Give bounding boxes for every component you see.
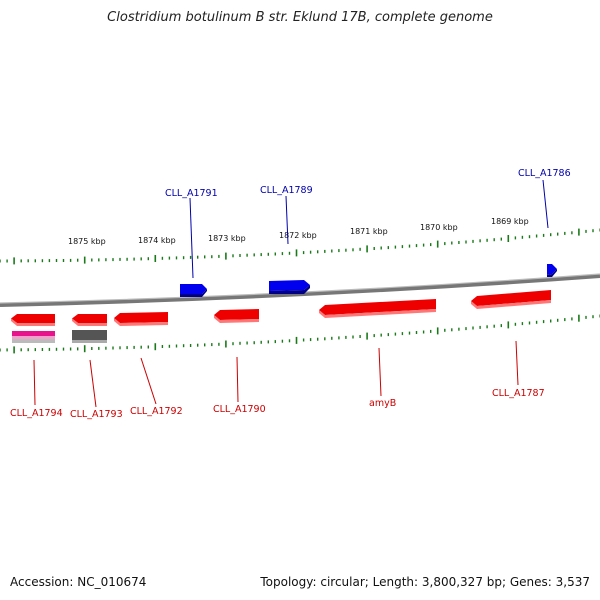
callout-line	[236, 356, 239, 403]
scale-label: 1871 kbp	[350, 227, 388, 236]
scale-label: 1872 kbp	[279, 231, 317, 240]
callout-line	[189, 197, 194, 279]
gene-label[interactable]: CLL_A1793	[70, 409, 123, 420]
gene-label[interactable]: CLL_A1792	[130, 406, 183, 417]
genome-backbone	[0, 274, 600, 307]
callout-line	[378, 347, 382, 397]
scale-label: 1873 kbp	[208, 234, 246, 243]
gene-label[interactable]: amyB	[369, 398, 396, 409]
callout-line	[515, 340, 519, 386]
gene-label[interactable]: CLL_A1790	[213, 404, 266, 415]
gene-label[interactable]: CLL_A1787	[492, 388, 545, 399]
reverse-gene[interactable]	[319, 299, 436, 318]
callout-line	[285, 195, 289, 245]
upper-tick-track	[0, 228, 600, 265]
scale-label: 1869 kbp	[491, 217, 529, 226]
forward-gene[interactable]	[269, 280, 310, 294]
reverse-gene[interactable]	[114, 312, 168, 326]
callout-line	[89, 359, 97, 408]
gene-label[interactable]: CLL_A1794	[10, 408, 63, 419]
lower-tick-track	[0, 314, 600, 354]
page-title: Clostridium botulinum B str. Eklund 17B,…	[107, 10, 493, 25]
other-feature[interactable]	[72, 330, 107, 343]
reverse-gene[interactable]	[11, 314, 55, 326]
forward-gene[interactable]	[547, 264, 557, 277]
scale-label: 1875 kbp	[68, 237, 106, 246]
reverse-gene[interactable]	[214, 309, 259, 323]
callout-line	[140, 357, 157, 405]
scale-label: 1870 kbp	[420, 223, 458, 232]
callout-line	[33, 359, 36, 406]
gene-label[interactable]: CLL_A1791	[165, 188, 218, 199]
reverse-gene[interactable]	[72, 314, 107, 326]
forward-gene[interactable]	[180, 284, 207, 297]
gene-label[interactable]: CLL_A1786	[518, 168, 571, 179]
genome-info-text: Topology: circular; Length: 3,800,327 bp…	[260, 575, 590, 589]
gene-label[interactable]: CLL_A1789	[260, 185, 313, 196]
scale-label: 1874 kbp	[138, 236, 176, 245]
accession-text: Accession: NC_010674	[10, 575, 147, 589]
reverse-gene[interactable]	[471, 290, 551, 309]
rna-feature[interactable]	[12, 331, 55, 343]
callout-line	[542, 179, 549, 229]
